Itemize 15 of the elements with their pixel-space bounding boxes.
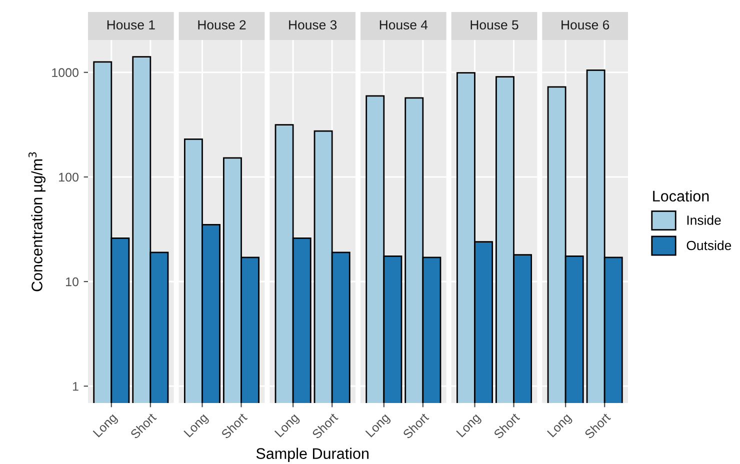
chart-title: House 3 (289, 20, 337, 30)
y-tick-label: 10 (66, 277, 78, 286)
y-tick-label: 1000 (52, 68, 78, 78)
y-axis-title: Concentration µg/m$^{3}$ (28, 152, 46, 292)
chart-title: House 1 (107, 20, 155, 30)
chart-title: House 2 (198, 20, 246, 30)
chart-title: House 5 (470, 20, 518, 30)
y-tick-label: 100 (59, 172, 78, 182)
chart-title: House 6 (562, 20, 610, 30)
x-axis-title: Sample Duration (256, 448, 368, 462)
legend-label: Inside (687, 215, 721, 225)
y-tick-label: 1 (72, 382, 78, 391)
legend-title: Location (653, 190, 709, 202)
legend-label: Outside (686, 240, 732, 250)
chart-title: House 4 (380, 20, 428, 30)
